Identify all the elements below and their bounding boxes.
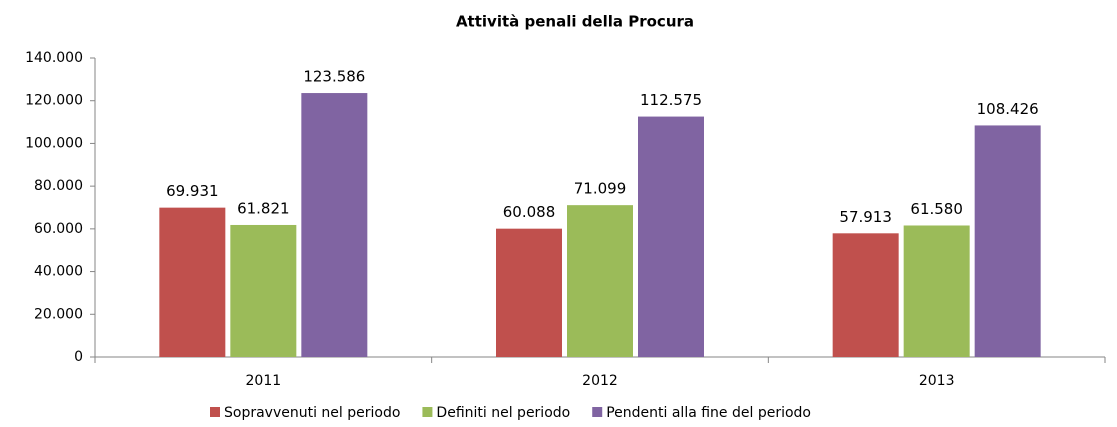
bar	[638, 116, 704, 357]
bar	[903, 225, 970, 357]
y-tick-label: 40.000	[34, 264, 83, 280]
bar	[974, 125, 1041, 357]
bar	[159, 207, 226, 357]
x-tick-label: 2011	[246, 373, 282, 389]
bar	[301, 93, 368, 358]
value-label: 69.931	[166, 182, 219, 200]
x-tick-label: 2013	[919, 373, 955, 389]
value-label: 112.575	[640, 91, 702, 109]
value-label: 61.821	[237, 199, 290, 217]
y-tick-label: 80.000	[34, 178, 83, 194]
value-label: 108.426	[977, 100, 1039, 118]
value-label: 71.099	[574, 180, 627, 198]
bar	[832, 233, 899, 357]
value-label: 57.913	[839, 208, 892, 226]
x-tick-label: 2012	[582, 373, 618, 389]
y-tick-label: 100.000	[25, 135, 83, 151]
y-tick-label: 120.000	[25, 93, 83, 109]
value-label: 61.580	[910, 200, 963, 218]
legend-label: Sopravvenuti nel periodo	[224, 405, 400, 421]
y-tick-label: 60.000	[34, 221, 83, 237]
legend-swatch	[422, 407, 433, 417]
bar	[230, 224, 297, 357]
bar	[567, 205, 633, 357]
legend-swatch	[592, 407, 603, 417]
chart-title: Attività penali della Procura	[456, 13, 694, 31]
legend-label: Definiti nel periodo	[436, 405, 570, 421]
legend-label: Pendenti alla fine del periodo	[606, 405, 811, 421]
legend-swatch	[210, 407, 220, 417]
y-tick-label: 0	[74, 349, 83, 365]
value-label: 60.088	[503, 203, 556, 221]
y-tick-label: 140.000	[25, 50, 83, 66]
bar	[496, 228, 562, 357]
value-label: 123.586	[303, 68, 365, 86]
y-tick-label: 20.000	[34, 306, 83, 322]
